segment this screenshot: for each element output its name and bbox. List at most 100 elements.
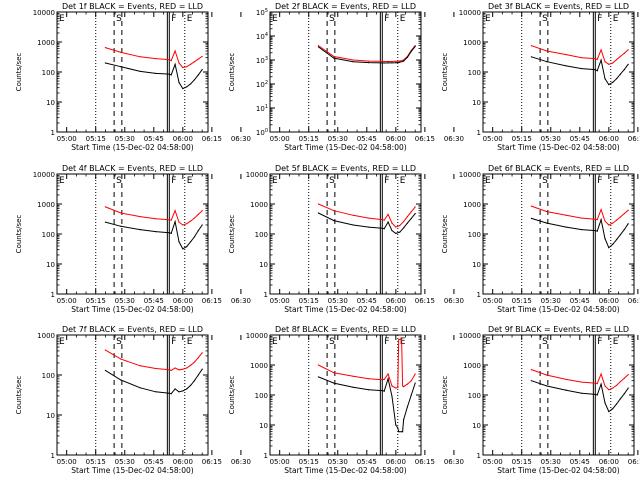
x-tick-label: 06:00 [173, 458, 193, 466]
x-tick-label: 05:45 [570, 135, 590, 143]
series-line-events [105, 62, 203, 90]
data-point-lld [546, 374, 548, 376]
y-tick-label: 1000 [250, 362, 268, 370]
marker-label-e: E [59, 337, 65, 347]
data-point-events [395, 424, 397, 426]
x-tick-label: 05:30 [541, 458, 561, 466]
y-axis-label: Counts/sec [15, 215, 23, 254]
data-point-events [604, 78, 606, 80]
data-point-events [383, 228, 385, 230]
data-point-events [401, 431, 403, 433]
x-tick-label: 05:15 [299, 458, 319, 466]
x-tick-label: 06:00 [173, 135, 193, 143]
data-point-events [120, 66, 122, 68]
data-point-events [201, 224, 203, 226]
marker-label-e: E [613, 14, 619, 24]
y-tick-label: 1000 [463, 201, 481, 209]
data-point-events [120, 225, 122, 227]
data-point-events [402, 227, 405, 229]
x-tick-label: 05:30 [115, 458, 135, 466]
x-tick-label: 05:45 [570, 458, 590, 466]
data-point-lld [197, 213, 199, 216]
data-point-events [402, 60, 405, 62]
data-point-lld [189, 63, 192, 65]
data-point-lld [368, 378, 370, 380]
marker-label-s: S [329, 337, 335, 347]
x-tick-label: 05:00 [270, 297, 290, 305]
x-tick-label: 06:30 [231, 135, 251, 143]
plot-frame [56, 173, 209, 295]
data-point-lld [186, 66, 188, 68]
data-point-events [546, 385, 548, 387]
data-point-events [581, 229, 583, 231]
data-point-events [399, 231, 401, 233]
data-point-events [174, 63, 176, 65]
series-line-lld [531, 369, 629, 391]
chart-title: Det 4f BLACK = Events, RED = LLD [62, 164, 203, 173]
data-point-lld [368, 217, 370, 219]
x-tick-label: 05:15 [86, 297, 106, 305]
marker-label-f: F [171, 176, 176, 186]
marker-label-e: E [485, 337, 491, 347]
x-tick-label: 06:15 [202, 297, 222, 305]
y-axis-label: Counts/sec [228, 53, 236, 92]
y-tick-label: 104 [256, 32, 268, 41]
data-point-lld [333, 210, 335, 212]
y-tick-label: 10 [46, 99, 55, 107]
marker-label-s: S [329, 176, 335, 186]
x-tick-label: 05:30 [115, 297, 135, 305]
data-point-lld [201, 352, 203, 354]
x-tick-label: 05:15 [299, 135, 319, 143]
x-tick-label: 05:45 [357, 135, 377, 143]
x-axis-label: Start Time (15-Dec-02 04:58:00) [284, 466, 406, 475]
data-point-lld [581, 57, 583, 59]
data-point-events [410, 217, 412, 220]
data-point-lld [608, 389, 610, 391]
data-point-events [197, 374, 199, 376]
data-point-events [170, 232, 172, 234]
data-point-lld [168, 58, 170, 61]
data-point-events [182, 87, 184, 90]
y-tick-label: 1000 [37, 201, 55, 209]
x-tick-label: 05:00 [270, 458, 290, 466]
x-tick-label: 06:30 [444, 135, 464, 143]
y-tick-label: 1 [264, 452, 268, 460]
data-point-events [186, 246, 188, 248]
data-point-events [530, 56, 532, 58]
series-line-events [531, 56, 629, 86]
data-point-events [615, 78, 618, 80]
data-point-events [627, 63, 629, 65]
data-point-lld [178, 221, 180, 223]
plot-frame [482, 334, 635, 456]
data-point-events [197, 74, 199, 76]
marker-label-e: E [613, 176, 619, 186]
x-tick-label: 05:00 [483, 135, 503, 143]
data-point-lld [530, 205, 532, 207]
x-tick-label: 05:00 [483, 458, 503, 466]
data-point-lld [391, 385, 393, 387]
x-tick-label: 05:30 [328, 297, 348, 305]
data-point-lld [619, 380, 622, 383]
y-tick-label: 1000 [250, 201, 268, 209]
y-tick-label: 10000 [459, 332, 481, 340]
plot-frame [56, 11, 209, 133]
data-point-events [627, 223, 629, 225]
data-point-lld [627, 49, 629, 51]
data-point-lld [594, 382, 596, 384]
data-point-lld [546, 50, 548, 52]
data-point-events [168, 232, 170, 234]
data-point-events [565, 389, 567, 391]
y-tick-label: 10 [472, 422, 481, 430]
data-point-events [623, 69, 625, 71]
series-line-lld [105, 47, 203, 69]
data-point-events [581, 392, 583, 394]
y-tick-label: 10 [472, 261, 481, 269]
data-point-lld [193, 61, 196, 63]
data-point-lld [178, 369, 180, 371]
data-point-lld [402, 386, 405, 388]
data-point-events [600, 383, 602, 385]
x-tick-label: 05:45 [357, 297, 377, 305]
data-point-lld [410, 380, 412, 382]
data-point-lld [406, 216, 409, 218]
marker-label-e: E [272, 337, 278, 347]
